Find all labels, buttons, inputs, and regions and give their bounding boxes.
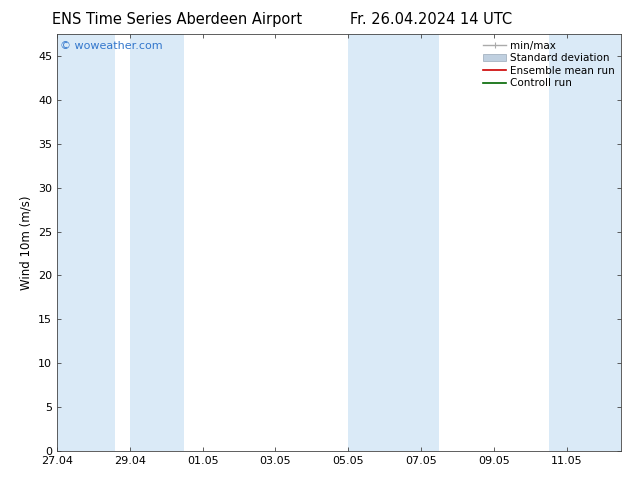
Text: Fr. 26.04.2024 14 UTC: Fr. 26.04.2024 14 UTC [350,12,512,27]
Bar [57,34,115,451]
Bar [348,34,439,451]
Text: © woweather.com: © woweather.com [60,41,162,50]
Bar [130,34,184,451]
Bar [548,34,621,451]
Legend: min/max, Standard deviation, Ensemble mean run, Controll run: min/max, Standard deviation, Ensemble me… [479,36,619,93]
Text: ENS Time Series Aberdeen Airport: ENS Time Series Aberdeen Airport [53,12,302,27]
Y-axis label: Wind 10m (m/s): Wind 10m (m/s) [20,196,32,290]
